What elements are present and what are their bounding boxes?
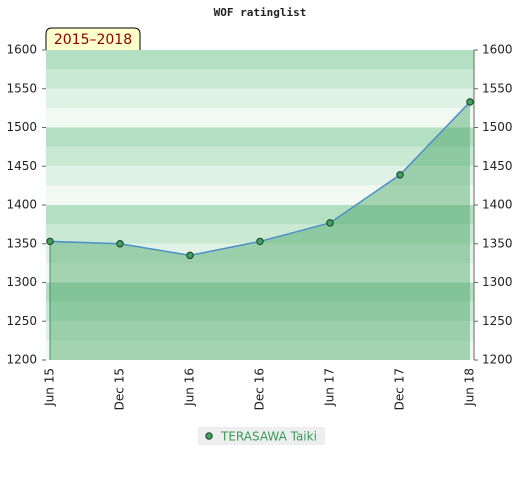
x-tick-label: Jun 15 [43, 368, 57, 407]
background-stripe [46, 321, 474, 341]
y-tick-label: 1450 [6, 159, 37, 173]
legend-label: TERASAWA Taiki [220, 430, 317, 444]
x-tick-label: Jun 18 [463, 368, 477, 407]
legend [198, 427, 325, 445]
background-stripe [46, 340, 474, 360]
y-tick-label: 1300 [6, 275, 37, 289]
y-tick-label: 1600 [6, 43, 37, 57]
marker [396, 171, 404, 179]
y-tick-label: 1550 [6, 81, 37, 95]
y-tick-label: 1350 [6, 236, 37, 250]
marker [46, 237, 54, 246]
background-stripe [46, 205, 474, 225]
y2-tick-label: 1400 [482, 198, 513, 212]
y2-tick-label: 1350 [482, 236, 513, 250]
background-stripe [46, 224, 474, 244]
y2-tick-label: 1450 [482, 159, 513, 173]
background-stripe [46, 282, 474, 302]
x-tick-label: Jun 17 [323, 368, 337, 407]
x-tick-label: Jun 16 [183, 368, 197, 407]
chart-title: WOF ratinglist [214, 6, 307, 19]
background-stripe [46, 185, 474, 205]
background-stripe [46, 263, 474, 283]
y2-tick-label: 1600 [482, 43, 513, 57]
background-stripe [46, 166, 474, 186]
background-stripe [46, 301, 474, 322]
area [50, 101, 470, 361]
marker [116, 240, 124, 248]
legend-marker [205, 432, 213, 440]
background-stripe [46, 127, 474, 147]
background-stripe [46, 108, 474, 128]
marker [256, 237, 264, 246]
x-tick-label: Dec 16 [253, 368, 267, 410]
y2-tick-label: 1550 [482, 81, 513, 95]
y2-tick-label: 1500 [482, 120, 513, 134]
background-stripe [46, 146, 474, 167]
x-tick-label: Dec 17 [393, 368, 407, 410]
plot [46, 50, 474, 361]
y-tick-label: 1250 [6, 314, 37, 328]
marker [466, 98, 474, 106]
background-stripe [46, 50, 474, 70]
background-stripe [46, 88, 474, 109]
y-tick-label: 1400 [6, 198, 37, 212]
x-tick-label: Dec 15 [113, 368, 127, 410]
badge: 2015–2018 [54, 32, 132, 48]
badge-box [45, 27, 141, 50]
y2-tick-label: 1300 [482, 275, 513, 289]
y-tick-label: 1200 [6, 353, 37, 367]
marker [326, 219, 334, 227]
y2-tick-label: 1200 [482, 353, 513, 367]
marker [186, 251, 194, 260]
y-tick-label: 1500 [6, 120, 37, 134]
y2-tick-label: 1250 [482, 314, 513, 328]
background-stripe [46, 69, 474, 89]
